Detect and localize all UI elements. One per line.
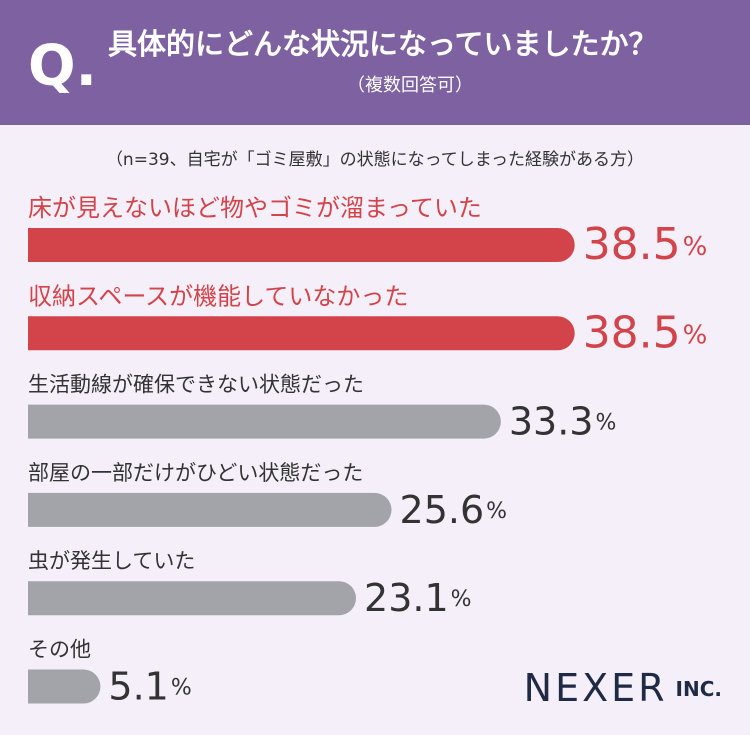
- bar: [28, 581, 357, 616]
- bar: [28, 492, 392, 527]
- category-label: 生活動線が確保できない状態だった: [28, 373, 364, 397]
- bar: [28, 669, 101, 704]
- value-unit: %: [486, 499, 507, 524]
- bar: [28, 228, 575, 262]
- logo-suffix: INC.: [676, 677, 722, 701]
- logo-main: NEXER: [524, 666, 668, 710]
- value-unit: %: [683, 320, 708, 350]
- category-label: 部屋の一部だけがひどい状態だった: [28, 461, 363, 485]
- logo: NEXER INC.: [524, 666, 722, 710]
- category-label: 虫が発生していた: [28, 549, 195, 573]
- value-unit: %: [595, 411, 616, 436]
- value-number: 25.6: [400, 487, 485, 531]
- value-unit: %: [683, 232, 708, 262]
- value-label: 25.6%: [400, 487, 508, 531]
- note: （n=39、自宅が「ゴミ屋敷」の状態になってしまった経験がある方）: [106, 149, 644, 170]
- value-label: 23.1%: [364, 576, 472, 620]
- value-label: 5.1%: [108, 664, 191, 708]
- value-number: 38.5: [583, 219, 681, 270]
- bar: [28, 316, 575, 351]
- header-band: [0, 0, 750, 125]
- value-number: 23.1: [364, 576, 449, 620]
- subtitle: （複数回答可）: [347, 75, 473, 96]
- bar: [28, 404, 501, 439]
- value-label: 38.5%: [583, 307, 708, 358]
- category-label: 収納スペースが機能していなかった: [28, 282, 408, 310]
- value-number: 38.5: [583, 307, 681, 358]
- value-unit: %: [451, 587, 472, 612]
- value-label: 38.5%: [583, 219, 708, 270]
- chart-title: 具体的にどんな状況になっていましたか？: [108, 27, 658, 61]
- category-label: その他: [28, 638, 91, 662]
- category-label: 床が見えないほど物やゴミが溜まっていた: [28, 194, 482, 222]
- header-mark: Q.: [28, 34, 97, 99]
- value-number: 5.1: [108, 664, 168, 708]
- value-number: 33.3: [509, 399, 594, 443]
- value-label: 33.3%: [509, 399, 617, 443]
- value-unit: %: [171, 676, 192, 701]
